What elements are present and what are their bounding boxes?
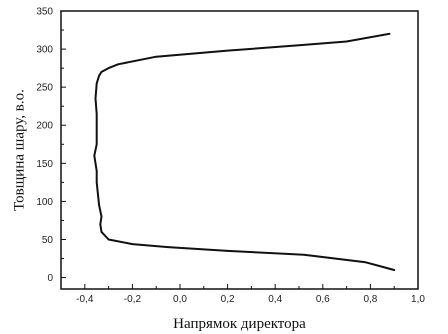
x-axis-ticks: -0,4 -0,2 0,0 0,2 0,4 0,6 0,8 1,0 <box>76 284 425 305</box>
x-tick-label: 0,4 <box>268 294 282 305</box>
series-group <box>93 32 396 271</box>
data-point <box>100 215 103 218</box>
x-tick-label: 0,0 <box>173 294 187 305</box>
data-point <box>94 97 97 100</box>
y-tick-label: 100 <box>36 197 53 208</box>
y-axis-ticks: 0 50 100 150 200 250 300 350 <box>36 7 66 284</box>
data-point <box>95 82 98 85</box>
data-point <box>98 204 100 207</box>
series-line <box>93 32 396 271</box>
y-tick-label: 350 <box>36 7 53 18</box>
data-point <box>226 49 229 52</box>
data-point <box>302 253 305 256</box>
data-point <box>100 71 103 73</box>
data-point <box>117 63 119 66</box>
data-point <box>98 74 100 77</box>
data-point <box>95 143 98 146</box>
data-point <box>155 55 157 58</box>
y-tick-label: 50 <box>42 235 54 246</box>
y-tick-label: 250 <box>36 83 53 94</box>
data-point <box>364 261 367 264</box>
x-tick-label: -0,2 <box>124 294 142 305</box>
data-point <box>99 223 102 226</box>
plot-frame <box>60 10 419 290</box>
data-point <box>107 67 110 69</box>
data-point <box>95 113 98 115</box>
data-point <box>345 40 348 43</box>
data-point <box>393 269 396 271</box>
x-tick-label: 0,2 <box>221 294 235 305</box>
y-axis-title: Товщина шару, в.о. <box>11 89 27 211</box>
data-point <box>226 250 229 252</box>
y-tick-label: 200 <box>36 121 53 132</box>
data-point <box>97 192 99 195</box>
y-tick-label: 150 <box>36 159 53 170</box>
data-point <box>107 238 110 241</box>
data-point <box>388 33 391 35</box>
data-point <box>298 44 300 47</box>
x-tick-label: 0,8 <box>363 294 377 305</box>
x-axis-title: Напрямок директора <box>173 316 306 332</box>
data-point <box>95 170 98 172</box>
data-point <box>93 154 96 157</box>
x-tick-label: -0,4 <box>76 294 94 305</box>
data-point <box>131 243 134 245</box>
data-point <box>167 246 169 248</box>
x-tick-label: 1,0 <box>411 294 425 305</box>
data-point <box>100 231 103 233</box>
data-point <box>95 181 98 184</box>
plot-area: -0,4 -0,2 0,0 0,2 0,4 0,6 0,8 1,0 0 50 100 150 200 2… <box>36 7 425 306</box>
x-tick-label: 0,6 <box>316 294 330 305</box>
data-point <box>95 128 98 130</box>
y-tick-label: 300 <box>36 45 53 56</box>
y-tick-label: 0 <box>47 273 53 284</box>
